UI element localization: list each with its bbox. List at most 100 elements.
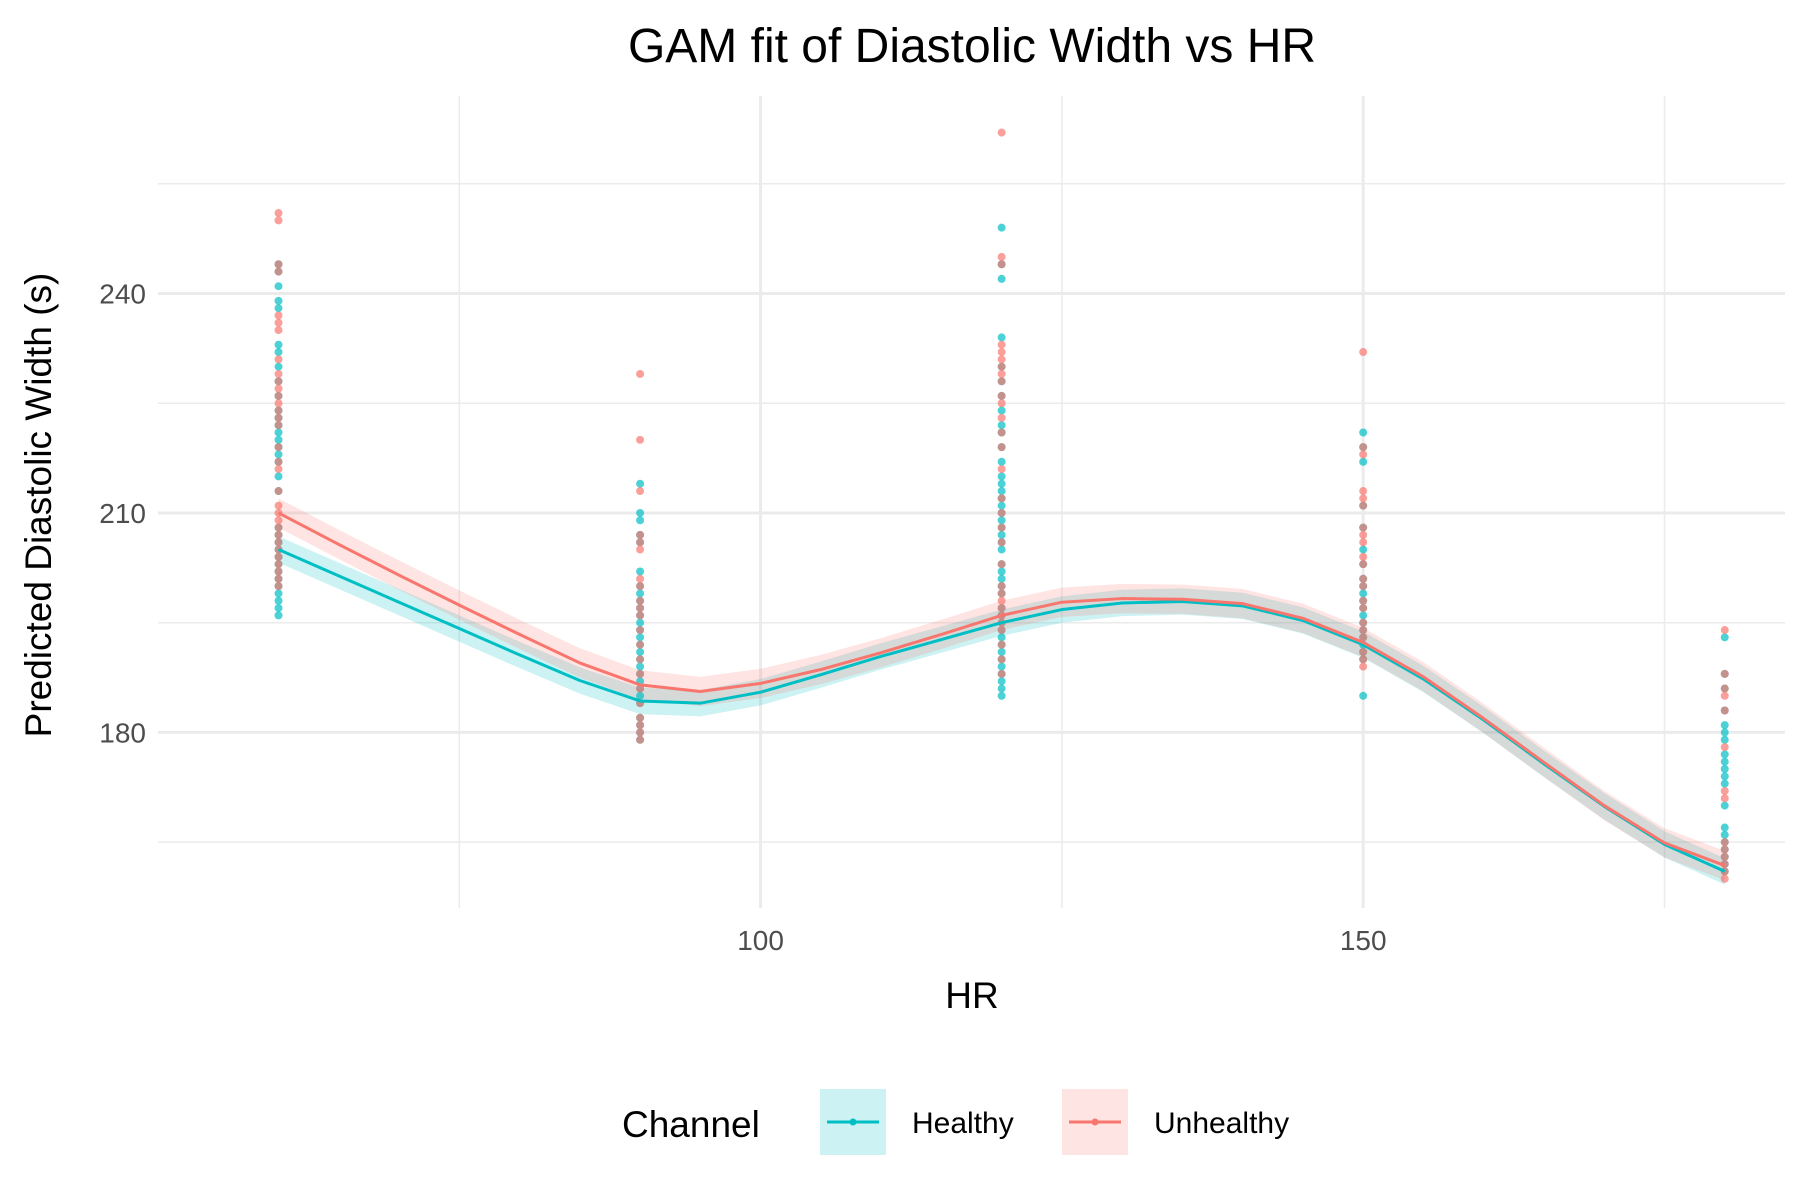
unhealthy-data-point [997,413,1006,422]
legend-label-unhealthy: Unhealthy [1154,1107,1289,1140]
unhealthy-data-point [997,538,1006,547]
unhealthy-data-point [1359,538,1368,547]
unhealthy-data-point [274,413,283,422]
unhealthy-data-point [636,728,645,737]
unhealthy-data-point [997,604,1006,613]
healthy-data-point [1359,589,1368,598]
healthy-data-point [997,457,1006,466]
unhealthy-data-point [1720,794,1729,803]
unhealthy-data-point [274,538,283,547]
unhealthy-data-point [997,348,1006,357]
unhealthy-data-point [274,501,283,510]
healthy-data-point [997,487,1006,496]
y-axis-title: Predicted Diastolic Width (s) [18,273,59,738]
unhealthy-data-point [274,523,283,532]
legend: Channel Healthy Unhealthy [622,1089,1289,1155]
y-tick-label: 180 [99,717,146,748]
healthy-data-point [636,691,645,700]
unhealthy-data-point [1359,618,1368,627]
unhealthy-data-point [1359,604,1368,613]
y-tick-label: 210 [99,498,146,529]
unhealthy-data-point [636,655,645,664]
unhealthy-data-point [636,435,645,444]
healthy-data-point [1720,823,1729,832]
healthy-data-point [1359,611,1368,620]
healthy-data-point [1720,728,1729,737]
healthy-data-point [636,618,645,627]
unhealthy-data-point [997,669,1006,678]
healthy-data-point [997,516,1006,525]
unhealthy-data-point [997,640,1006,649]
healthy-data-point [997,223,1006,232]
plot-grid [158,96,1785,908]
unhealthy-data-point [274,311,283,320]
unhealthy-data-point [636,669,645,678]
unhealthy-data-point [274,421,283,430]
unhealthy-data-point [1359,655,1368,664]
healthy-data-point [274,348,283,357]
y-tick-label: 240 [99,279,146,310]
unhealthy-data-point [636,721,645,730]
healthy-data-point [1720,757,1729,766]
healthy-data-point [997,684,1006,693]
unhealthy-data-point [1359,574,1368,583]
unhealthy-data-point [1359,552,1368,561]
confidence-bands [278,498,1725,885]
legend-label-healthy: Healthy [912,1107,1014,1140]
legend-entry-healthy: Healthy [820,1089,1014,1155]
unhealthy-data-point [997,128,1006,137]
healthy-data-point [1720,830,1729,839]
unhealthy-data-point [997,260,1006,269]
healthy-data-point [1720,765,1729,774]
unhealthy-data-point [1359,633,1368,642]
unhealthy-data-point [997,465,1006,474]
unhealthy-data-point [997,626,1006,635]
healthy-data-point [274,450,283,459]
unhealthy-data-point [274,209,283,218]
healthy-data-point [1359,545,1368,554]
unhealthy-data-point [1359,626,1368,635]
healthy-data-point [274,340,283,349]
unhealthy-fit-line [277,511,1726,867]
healthy-data-point [997,662,1006,671]
healthy-data-point [274,304,283,313]
unhealthy-data-point [997,428,1006,437]
healthy-data-point [997,633,1006,642]
axis-tick-labels: 100 150 180 210 240 [99,279,1386,956]
unhealthy-data-point [997,399,1006,408]
unhealthy-data-point [1359,596,1368,605]
unhealthy-data-point [1359,530,1368,539]
unhealthy-data-point [997,252,1006,261]
legend-point-healthy [849,1118,857,1126]
healthy-data-point [997,677,1006,686]
healthy-data-point [636,662,645,671]
healthy-data-point [1359,428,1368,437]
legend-title: Channel [622,1104,760,1145]
unhealthy-data-point [636,626,645,635]
unhealthy-data-point [997,362,1006,371]
unhealthy-data-point [274,369,283,378]
healthy-data-point [997,479,1006,488]
unhealthy-data-point [997,355,1006,364]
healthy-data-point [274,362,283,371]
unhealthy-data-point [1359,647,1368,656]
unhealthy-data-point [1720,786,1729,795]
unhealthy-data-point [274,530,283,539]
unhealthy-data-point [274,384,283,393]
unhealthy-data-point [274,216,283,225]
healthy-data-point [636,589,645,598]
unhealthy-data-point [1359,560,1368,569]
unhealthy-data-point [636,640,645,649]
chart-title: GAM fit of Diastolic Width vs HR [628,20,1316,73]
healthy-data-point [997,421,1006,430]
unhealthy-data-point [1359,501,1368,510]
healthy-data-point [1359,457,1368,466]
unhealthy-data-point [1720,845,1729,854]
unhealthy-data-point [274,465,283,474]
healthy-data-point [1359,691,1368,700]
healthy-data-point [274,428,283,437]
unhealthy-data-point [997,369,1006,378]
unhealthy-data-point [274,560,283,569]
unhealthy-data-point [274,443,283,452]
